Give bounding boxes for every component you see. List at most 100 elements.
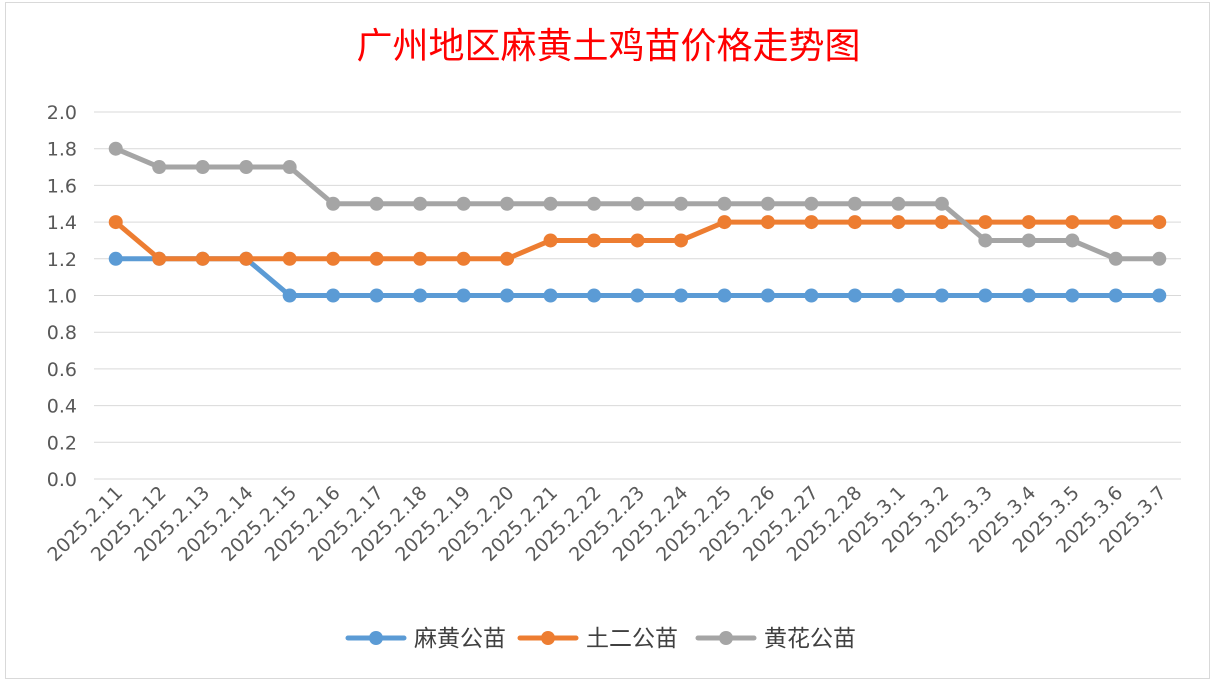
data-point (195, 251, 210, 266)
legend-swatch-marker (541, 631, 555, 645)
data-point (1065, 215, 1080, 230)
data-point (1065, 288, 1080, 303)
data-point (978, 233, 993, 248)
data-point (847, 288, 862, 303)
legend-swatch-marker (719, 631, 733, 645)
data-point (1021, 288, 1036, 303)
series-3 (108, 141, 1167, 266)
data-point (847, 215, 862, 230)
y-tick-label: 1.0 (47, 286, 77, 308)
data-point (630, 288, 645, 303)
data-point (978, 215, 993, 230)
data-point (1152, 251, 1167, 266)
y-tick-label: 0.8 (47, 322, 77, 344)
data-point (500, 251, 515, 266)
data-point (760, 215, 775, 230)
data-point (413, 251, 428, 266)
chart-area[interactable] (5, 2, 1210, 679)
data-point (152, 251, 167, 266)
data-point (369, 196, 384, 211)
data-point (500, 288, 515, 303)
y-tick-label: 0.4 (47, 396, 77, 418)
data-point (1152, 288, 1167, 303)
data-point (369, 288, 384, 303)
legend-swatch-marker (369, 631, 383, 645)
series-2 (108, 215, 1167, 266)
data-point (804, 196, 819, 211)
y-tick-label: 0.6 (47, 359, 77, 381)
y-tick-label: 1.8 (47, 139, 77, 161)
y-tick-label: 1.2 (47, 249, 77, 271)
data-point (673, 196, 688, 211)
y-axis: 0.0 0.2 0.4 0.6 0.8 1.0 1.2 1.4 1.6 1.8 2.0 (47, 102, 77, 491)
data-point (1108, 251, 1123, 266)
data-point (543, 288, 558, 303)
data-point (717, 215, 732, 230)
legend-label: 土二公苗 (586, 626, 678, 652)
data-point (282, 160, 297, 175)
data-point (891, 288, 906, 303)
data-point (195, 160, 210, 175)
data-point (326, 251, 341, 266)
data-point (239, 251, 254, 266)
data-point (717, 196, 732, 211)
data-point (108, 251, 123, 266)
data-point (1021, 233, 1036, 248)
data-point (543, 196, 558, 211)
data-point (587, 233, 602, 248)
data-point (500, 196, 515, 211)
y-tick-label: 0.2 (47, 432, 77, 454)
data-point (934, 215, 949, 230)
legend-item[interactable]: 土二公苗 (517, 626, 678, 652)
data-point (760, 288, 775, 303)
data-point (587, 288, 602, 303)
data-point (717, 288, 732, 303)
data-point (1021, 215, 1036, 230)
data-point (326, 288, 341, 303)
data-point (369, 251, 384, 266)
data-point (543, 233, 558, 248)
data-point (934, 288, 949, 303)
data-point (587, 196, 602, 211)
data-point (760, 196, 775, 211)
legend-label: 黄花公苗 (764, 626, 856, 652)
y-tick-label: 1.4 (47, 212, 77, 234)
data-point (891, 215, 906, 230)
data-point (282, 251, 297, 266)
y-tick-label: 2.0 (47, 102, 77, 124)
data-point (456, 196, 471, 211)
data-point (804, 215, 819, 230)
data-point (413, 288, 428, 303)
data-point (326, 196, 341, 211)
series-lines (108, 141, 1167, 303)
series-1 (108, 251, 1167, 303)
data-point (108, 141, 123, 156)
data-point (413, 196, 428, 211)
data-point (1108, 215, 1123, 230)
data-point (630, 233, 645, 248)
data-point (456, 288, 471, 303)
data-point (282, 288, 297, 303)
data-point (239, 160, 254, 175)
y-tick-label: 1.6 (47, 175, 77, 197)
data-point (934, 196, 949, 211)
data-point (673, 288, 688, 303)
data-point (891, 196, 906, 211)
data-point (673, 233, 688, 248)
data-point (804, 288, 819, 303)
data-point (108, 215, 123, 230)
data-point (847, 196, 862, 211)
y-tick-label: 0.0 (47, 469, 77, 491)
legend-item[interactable]: 麻黄公苗 (345, 626, 506, 652)
data-point (630, 196, 645, 211)
legend[interactable]: 麻黄公苗 土二公苗 黄花公苗 (345, 626, 856, 652)
data-point (1108, 288, 1123, 303)
data-point (1065, 233, 1080, 248)
data-point (456, 251, 471, 266)
x-axis: 2025.2.112025.2.122025.2.132025.2.142025… (43, 482, 1170, 566)
data-point (152, 160, 167, 175)
legend-item[interactable]: 黄花公苗 (695, 626, 856, 652)
data-point (978, 288, 993, 303)
